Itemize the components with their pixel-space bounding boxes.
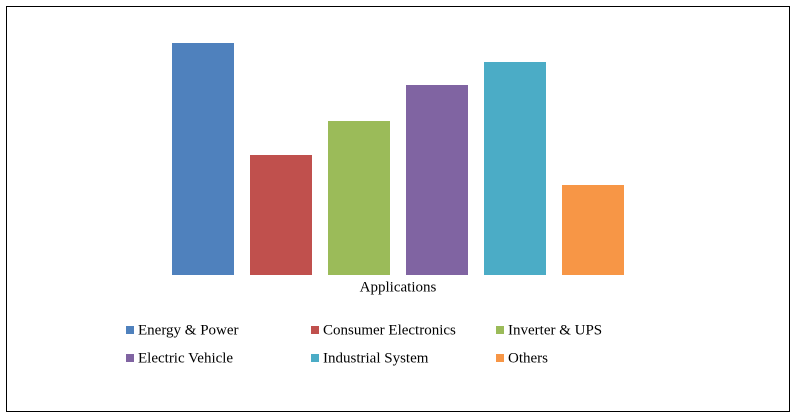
legend-swatch [496, 326, 504, 334]
bar [172, 43, 234, 275]
legend-label: Inverter & UPS [508, 322, 602, 338]
bar [562, 185, 624, 275]
chart-border [6, 6, 790, 412]
legend-label: Industrial System [323, 350, 429, 366]
bar [406, 85, 468, 275]
legend-swatch [496, 354, 504, 362]
bar [250, 155, 312, 275]
bar [484, 62, 546, 275]
legend-swatch [311, 326, 319, 334]
legend-swatch [126, 326, 134, 334]
legend-label: Electric Vehicle [138, 350, 233, 366]
legend-label: Energy & Power [138, 322, 239, 338]
bar [328, 121, 390, 275]
legend-swatch [311, 354, 319, 362]
legend-label: Consumer Electronics [323, 322, 456, 338]
x-axis-label: Applications [360, 279, 437, 295]
legend-label: Others [508, 350, 548, 366]
legend-swatch [126, 354, 134, 362]
